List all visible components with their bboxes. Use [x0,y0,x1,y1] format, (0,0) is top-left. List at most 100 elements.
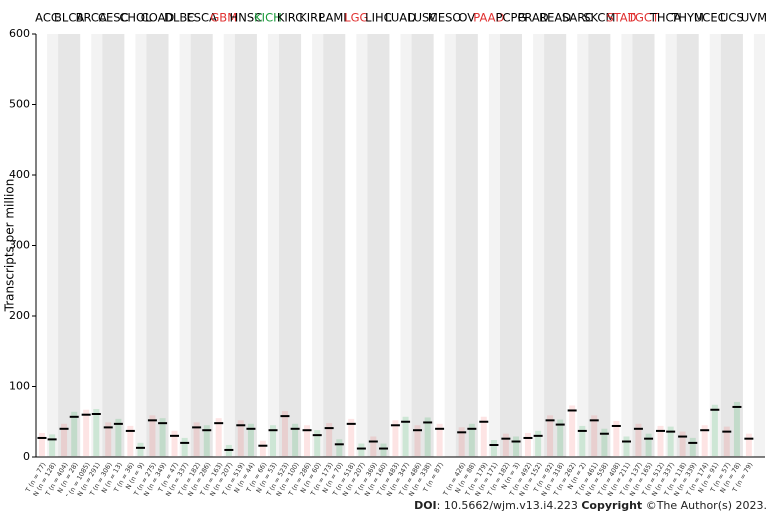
band-shade [400,34,412,457]
band-shade [676,34,699,457]
group-label: KICH [254,11,282,25]
group-label: ACC [35,11,59,25]
group-label: THYM [670,11,704,25]
median-spread [547,415,554,456]
median-spread [458,427,465,456]
group-label: DLBC [164,11,195,25]
band-shade [444,34,456,457]
band-shade [632,34,655,457]
band-shade [455,34,478,457]
median-spread [193,422,200,456]
group-label: KIRC [277,11,303,25]
group-label: TGCT [627,11,660,25]
band-shade [709,34,721,457]
footer: DOI: 10.5662/wjm.v13.i4.223 Copyright ©T… [414,499,767,512]
group-label: THCA [649,11,682,25]
group-label: UCS [720,11,744,25]
band-shade [146,34,169,457]
band-shade [58,34,81,457]
median-spread [645,433,652,456]
median-spread [149,415,156,456]
group-label: LUSC [408,11,438,25]
y-tick-label: 0 [23,450,30,463]
median-spread [468,423,475,456]
band-shade [665,34,677,457]
median-spread [392,420,399,456]
band-shade [720,34,743,457]
median-spread [513,436,520,456]
group-label: BLCA [54,11,84,25]
median-spread [270,425,277,456]
median-spread [613,420,620,456]
median-spread [115,418,122,456]
group-label: GBM [210,11,237,25]
band-shade [544,34,567,457]
group-label: STAD [606,11,636,25]
y-tick-label: 500 [9,98,30,111]
band-shade [102,34,125,457]
median-spread [667,426,674,456]
median-spread [83,409,90,456]
copyright-label: Copyright [581,499,643,512]
median-spread [215,418,222,456]
group-label: COAD [141,11,175,25]
median-spread [358,443,365,456]
median-spread [679,431,686,456]
band-shade [356,34,368,457]
median-spread [723,426,730,456]
group-label: UCEC [694,11,726,25]
band-shade [91,34,103,457]
band-shade [499,34,522,457]
median-spread [480,416,487,456]
median-spread [733,401,740,456]
band-shade [190,34,213,457]
median-spread [557,419,564,456]
group-label: MESO [428,11,462,25]
group-label: LIHC [365,11,391,25]
band-shade [533,34,545,457]
group-label: LGG [344,11,368,25]
group-label: KIRP [299,11,325,25]
median-spread [203,425,210,456]
median-spread [524,432,531,456]
band-shade [411,34,434,457]
group-label: CESC [98,11,129,25]
median-spread [159,418,166,456]
band-shade [179,34,191,457]
median-spread [281,411,288,456]
band-shade [753,34,765,457]
band-shade [279,34,302,457]
median-spread [292,423,299,456]
median-spread [623,436,630,456]
median-spread [237,420,244,456]
group-label: LUAD [385,11,416,25]
group-label: PRAD [517,11,548,25]
median-spread [137,442,144,456]
group-label: OV [458,11,475,25]
band-shade [47,34,59,457]
median-spread [304,425,311,456]
median-spread [701,425,708,456]
median-spread [348,418,355,456]
median-spread [711,404,718,456]
group-label: HNSC [230,11,263,25]
median-spread [127,425,134,456]
median-spread [49,434,56,456]
y-tick-label: 100 [9,380,30,393]
median-spread [314,430,321,456]
median-spread [336,439,343,456]
band-shade [312,34,324,457]
median-spread [502,433,509,456]
median-spread [38,432,45,456]
y-tick-label: 300 [9,239,30,252]
median-spread [591,415,598,456]
median-spread [745,433,752,456]
group-label: LAML [319,11,350,25]
median-spread [424,417,431,456]
group-label: UVM [741,11,767,25]
median-spread [181,437,188,456]
median-spread [61,423,68,456]
median-spread [326,423,333,456]
median-spread [380,443,387,456]
